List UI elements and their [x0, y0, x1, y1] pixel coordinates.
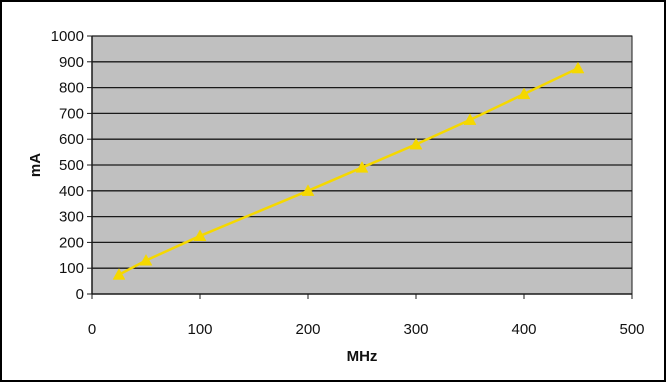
y-axis-title: mA: [27, 153, 44, 177]
data-point-250: [355, 161, 369, 173]
data-point-300: [409, 137, 423, 150]
y-tick-label-0: 0: [76, 286, 84, 303]
y-tick-label-100: 100: [59, 260, 84, 277]
y-tick-label-500: 500: [59, 157, 84, 174]
y-tick-label-800: 800: [59, 80, 84, 97]
x-tick-label-500: 500: [619, 321, 644, 338]
x-axis-ticks: 0 100 200 300 400 500: [88, 294, 645, 338]
y-tick-label-900: 900: [59, 54, 84, 71]
data-point-450: [571, 61, 585, 74]
y-tick-label-400: 400: [59, 183, 84, 200]
y-tick-label-300: 300: [59, 209, 84, 226]
data-point-25: [112, 268, 126, 280]
x-tick-label-0: 0: [88, 321, 96, 338]
data-point-350: [463, 113, 477, 125]
y-tick-label-700: 700: [59, 105, 84, 122]
x-tick-label-100: 100: [187, 321, 212, 338]
data-point-100: [193, 229, 207, 241]
data-point-400: [517, 87, 531, 100]
y-tick-label-1000: 1000: [51, 28, 84, 45]
y-axis-ticks: 0 100 200 300 400 500 600 700 800 900 1000: [51, 28, 92, 303]
series-group: [112, 61, 585, 280]
y-tick-label-600: 600: [59, 131, 84, 148]
gridlines: [92, 35, 632, 269]
x-axis-title: MHz: [347, 348, 378, 365]
x-tick-label-400: 400: [511, 321, 536, 338]
x-tick-label-200: 200: [295, 321, 320, 338]
y-tick-label-200: 200: [59, 234, 84, 251]
x-tick-label-300: 300: [403, 321, 428, 338]
data-point-200: [301, 184, 315, 196]
data-point-50: [139, 253, 153, 266]
